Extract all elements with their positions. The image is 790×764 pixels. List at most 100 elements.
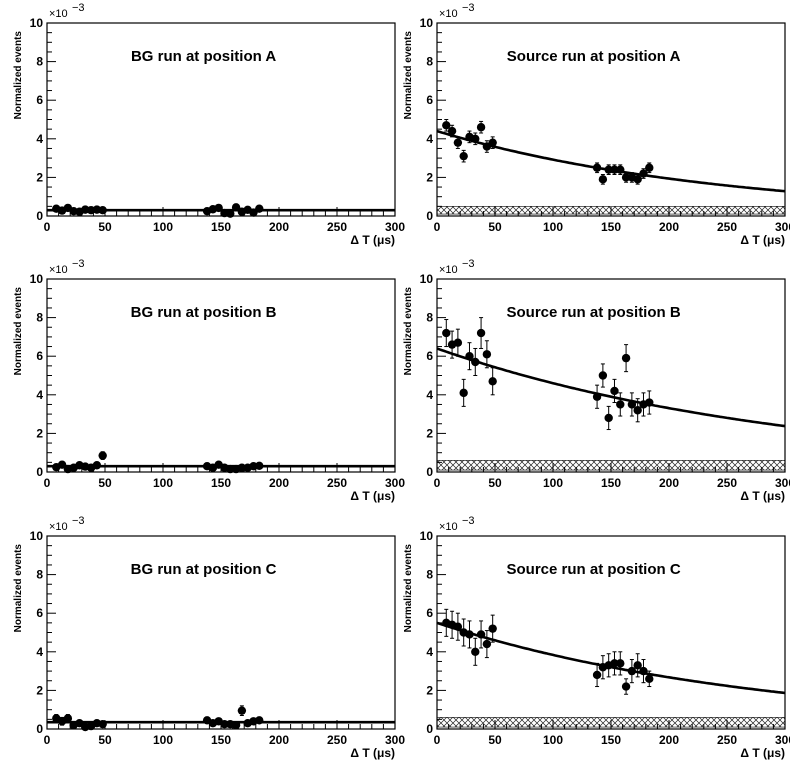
axis-multiplier: ×10 [439, 521, 458, 533]
data-point [645, 398, 654, 407]
y-tick-label: 8 [36, 55, 43, 69]
data-point [255, 716, 264, 725]
x-tick-label: 300 [775, 733, 790, 747]
data-point [604, 165, 613, 174]
y-axis-label: Normalized events [13, 287, 24, 376]
data-point [98, 206, 107, 215]
x-tick-label: 100 [543, 220, 563, 234]
data-point [476, 328, 486, 338]
x-axis-label: Δ T (μs) [740, 489, 785, 503]
data-point [645, 163, 654, 172]
axis-multiplier: ×10 [49, 521, 68, 533]
data-point [633, 661, 642, 670]
data-point [471, 357, 480, 367]
data-point [592, 670, 602, 680]
x-tick-label: 300 [385, 476, 405, 490]
y-tick-label: 4 [426, 132, 433, 146]
y-tick-label: 6 [426, 349, 433, 363]
y-tick-label: 10 [30, 272, 44, 286]
data-point [231, 720, 241, 730]
y-tick-label: 8 [36, 568, 43, 582]
y-tick-label: 2 [36, 426, 43, 440]
x-tick-label: 250 [327, 733, 347, 747]
y-axis-label: Normalized events [13, 544, 24, 633]
x-tick-label: 50 [488, 476, 502, 490]
axis-multiplier-exponent: −3 [462, 2, 475, 14]
x-tick-label: 300 [385, 220, 405, 234]
y-tick-label: 8 [426, 568, 433, 582]
x-tick-label: 200 [659, 476, 679, 490]
fit-curve [436, 129, 786, 193]
data-point [237, 706, 247, 715]
data-point [471, 647, 480, 656]
x-tick-label: 100 [543, 476, 563, 490]
y-axis-label: Normalized events [403, 31, 414, 120]
data-point [447, 126, 457, 136]
x-tick-label: 250 [327, 220, 347, 234]
data-point [621, 173, 631, 182]
x-axis-label: Δ T (μs) [740, 233, 785, 247]
x-tick-label: 200 [269, 220, 289, 234]
y-tick-label: 8 [426, 311, 433, 325]
x-tick-label: 250 [717, 476, 737, 490]
data-point [465, 630, 474, 639]
x-tick-label: 50 [488, 220, 502, 234]
axis-multiplier-exponent: −3 [462, 515, 475, 527]
axis-multiplier: ×10 [49, 8, 68, 20]
y-tick-label: 10 [30, 16, 44, 30]
data-point [610, 165, 619, 174]
y-tick-label: 6 [36, 349, 43, 363]
chart-title: Source run at position B [507, 304, 681, 321]
data-point [488, 138, 497, 147]
x-tick-label: 200 [269, 733, 289, 747]
data-point [621, 682, 631, 691]
chart-panel-3: 0 50 100 150 200 250 300 0 2 4 6 8 10 ×10 −3 Normalized… [13, 258, 405, 503]
axis-multiplier: ×10 [439, 264, 458, 276]
x-tick-label: 0 [434, 476, 441, 490]
x-axis-label: Δ T (μs) [740, 746, 785, 760]
data-point [610, 386, 619, 396]
y-tick-label: 10 [30, 529, 44, 543]
y-tick-label: 4 [36, 132, 43, 146]
axis-multiplier-exponent: −3 [462, 258, 475, 270]
y-tick-label: 0 [36, 722, 43, 736]
data-point [633, 406, 642, 415]
chart-title: Source run at position A [507, 48, 681, 65]
y-tick-label: 6 [426, 93, 433, 107]
y-tick-label: 4 [426, 388, 433, 402]
data-point [92, 461, 102, 470]
chart-title: Source run at position C [507, 561, 681, 578]
y-axis-label: Normalized events [403, 287, 414, 376]
data-point [476, 630, 486, 639]
x-tick-label: 50 [98, 733, 112, 747]
y-axis-label: Normalized events [13, 31, 24, 120]
y-tick-label: 10 [420, 272, 434, 286]
axis-multiplier: ×10 [49, 264, 68, 276]
data-point [98, 719, 107, 729]
y-tick-label: 2 [36, 683, 43, 697]
x-tick-label: 200 [269, 476, 289, 490]
y-tick-label: 8 [36, 311, 43, 325]
y-tick-label: 4 [36, 645, 43, 659]
data-point [453, 622, 463, 631]
data-point [488, 377, 497, 386]
y-tick-label: 6 [426, 606, 433, 620]
axis-multiplier-exponent: −3 [72, 2, 85, 14]
x-tick-label: 250 [717, 220, 737, 234]
y-tick-label: 2 [36, 170, 43, 184]
data-point [57, 460, 67, 469]
data-point [482, 350, 492, 359]
data-point [237, 463, 247, 472]
x-tick-label: 100 [153, 733, 173, 747]
data-point [98, 451, 107, 460]
data-point [255, 204, 264, 213]
data-point [220, 719, 229, 729]
data-point [627, 666, 637, 676]
data-point [598, 371, 608, 380]
y-axis-label: Normalized events [403, 544, 414, 633]
data-point [226, 464, 235, 474]
data-point [453, 138, 463, 147]
chart-title: BG run at position C [131, 561, 277, 578]
chart-panel-5: 0 50 100 150 200 250 300 0 2 4 6 8 10 ×10 −3 Normalized… [13, 515, 405, 760]
